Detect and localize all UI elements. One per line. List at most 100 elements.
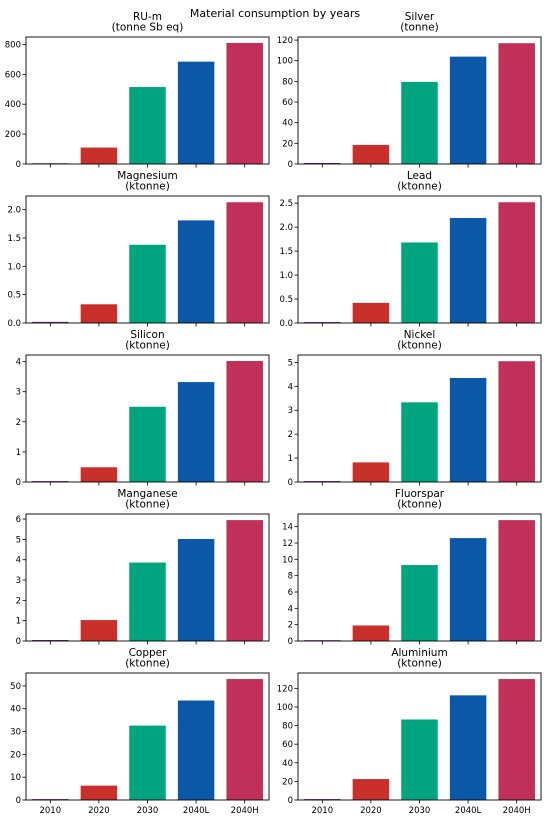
y-tick-label: 2 [288,621,293,631]
bar-lead-2040h [498,202,535,323]
subplot-unit: (ktonne) [397,340,442,352]
y-tick-label: 10 [10,773,21,783]
y-tick-label: 3 [16,388,21,398]
y-tick-label: 5 [288,358,293,368]
y-tick-label: 3 [288,406,293,416]
y-tick-label: 2.0 [279,223,293,233]
y-tick-label: 600 [5,70,21,80]
y-tick-label: 4 [16,556,21,566]
y-tick-label: 1 [288,454,293,464]
bar-silicon-2020 [80,467,118,482]
y-tick-label: 1.0 [279,271,293,281]
bar-silver-2040h [498,43,535,164]
y-tick-label: 80 [282,77,293,87]
bar-manganese-2010 [32,639,69,641]
bar-lead-2030 [401,242,438,323]
subplot-title: Magnesium [117,170,178,182]
bar-aluminium-2030 [401,719,438,800]
bar-magnesium-2010 [32,321,69,323]
bar-nickel-2040h [498,361,535,482]
y-tick-label: 120 [277,36,293,46]
bar-aluminium-2040l [449,695,487,800]
subplot-silicon: Silicon(ktonne) 0 1 2 3 4 [16,329,270,488]
y-tick-label: 20 [282,139,293,149]
y-tick-label: 0 [288,478,293,488]
y-tick-label: 0.5 [279,295,293,305]
y-tick-label: 0 [288,160,293,170]
subplot-unit: (ktonne) [397,658,442,670]
bar-fluorspar-2030 [401,565,438,641]
subplot-lead: Lead(ktonne) 0.0 0.5 1.0 1.5 2.0 2.5 [279,170,542,329]
bar-fluorspar-2020 [352,625,390,641]
y-tick-label: 400 [5,100,21,110]
subplot-unit: (ktonne) [125,499,170,511]
y-tick-label: 0 [288,796,293,806]
y-tick-label: 6 [16,515,21,525]
x-tick-label: 2010 [311,806,333,816]
bar-ru-m-2040l [177,61,215,165]
bar-manganese-2040l [177,538,215,641]
subplot-title: Copper [129,647,168,659]
subplot-fluorspar: Fluorspar(ktonne) 0 2 4 6 8 10 12 14 [282,488,542,647]
bar-manganese-2040h [226,520,263,641]
y-tick-label: 12 [282,539,293,549]
y-tick-label: 2 [16,418,21,428]
bar-manganese-2030 [129,562,166,641]
subplot-unit: (ktonne) [397,181,442,193]
y-tick-label: 2 [16,596,21,606]
subplot-title: Manganese [117,488,177,500]
y-tick-label: 5 [16,535,21,545]
bar-aluminium-2040h [498,679,535,800]
bar-copper-2040l [177,700,215,800]
y-tick-label: 100 [277,57,293,67]
subplot-unit: (ktonne) [397,499,442,511]
y-tick-label: 14 [282,523,293,533]
bar-copper-2010 [32,799,69,800]
bar-fluorspar-2040l [449,538,487,641]
bar-lead-2040l [449,218,487,323]
y-tick-label: 0.0 [7,319,21,329]
bar-ru-m-2040h [226,42,263,164]
subplot-title: Nickel [404,329,436,341]
subplot-magnesium: Magnesium(ktonne) 0.0 0.5 1.0 1.5 2.0 [7,170,270,329]
y-tick-label: 0 [16,160,21,170]
y-tick-label: 800 [5,40,21,50]
x-tick-label: 2030 [409,806,431,816]
subplot-unit: (ktonne) [125,340,170,352]
y-tick-label: 40 [10,705,21,715]
bar-fluorspar-2040h [498,520,535,641]
bar-silver-2030 [401,81,438,164]
subplot-unit: (ktonne) [125,658,170,670]
bar-aluminium-2010 [304,799,341,800]
x-tick-label: 2040H [503,806,531,816]
bar-silicon-2030 [129,406,166,482]
figure-title: Material consumption by years [190,7,360,20]
y-tick-label: 0 [288,637,293,647]
y-tick-label: 60 [282,740,293,750]
subplot-manganese: Manganese(ktonne) 0 1 2 3 4 5 6 [16,488,270,647]
y-tick-label: 40 [282,759,293,769]
bar-silver-2020 [352,144,390,164]
bar-copper-2020 [80,785,118,800]
y-tick-label: 20 [282,777,293,787]
y-tick-label: 80 [282,722,293,732]
bar-silver-2040l [449,56,487,164]
subplot-title: Aluminium [391,647,447,659]
y-tick-label: 20 [10,750,21,760]
y-tick-label: 2.5 [279,199,293,209]
bar-magnesium-2040l [177,220,215,323]
y-tick-label: 1 [16,448,21,458]
y-tick-label: 30 [10,728,21,738]
y-tick-label: 0.5 [7,291,21,301]
y-tick-label: 1.0 [7,262,21,272]
y-tick-label: 2.0 [7,206,21,216]
x-tick-label: 2030 [137,806,159,816]
bar-ru-m-2020 [80,147,118,164]
y-tick-label: 2 [288,430,293,440]
y-tick-label: 4 [288,382,293,392]
y-tick-label: 100 [277,703,293,713]
y-tick-label: 0.0 [279,319,293,329]
y-tick-label: 200 [5,130,21,140]
